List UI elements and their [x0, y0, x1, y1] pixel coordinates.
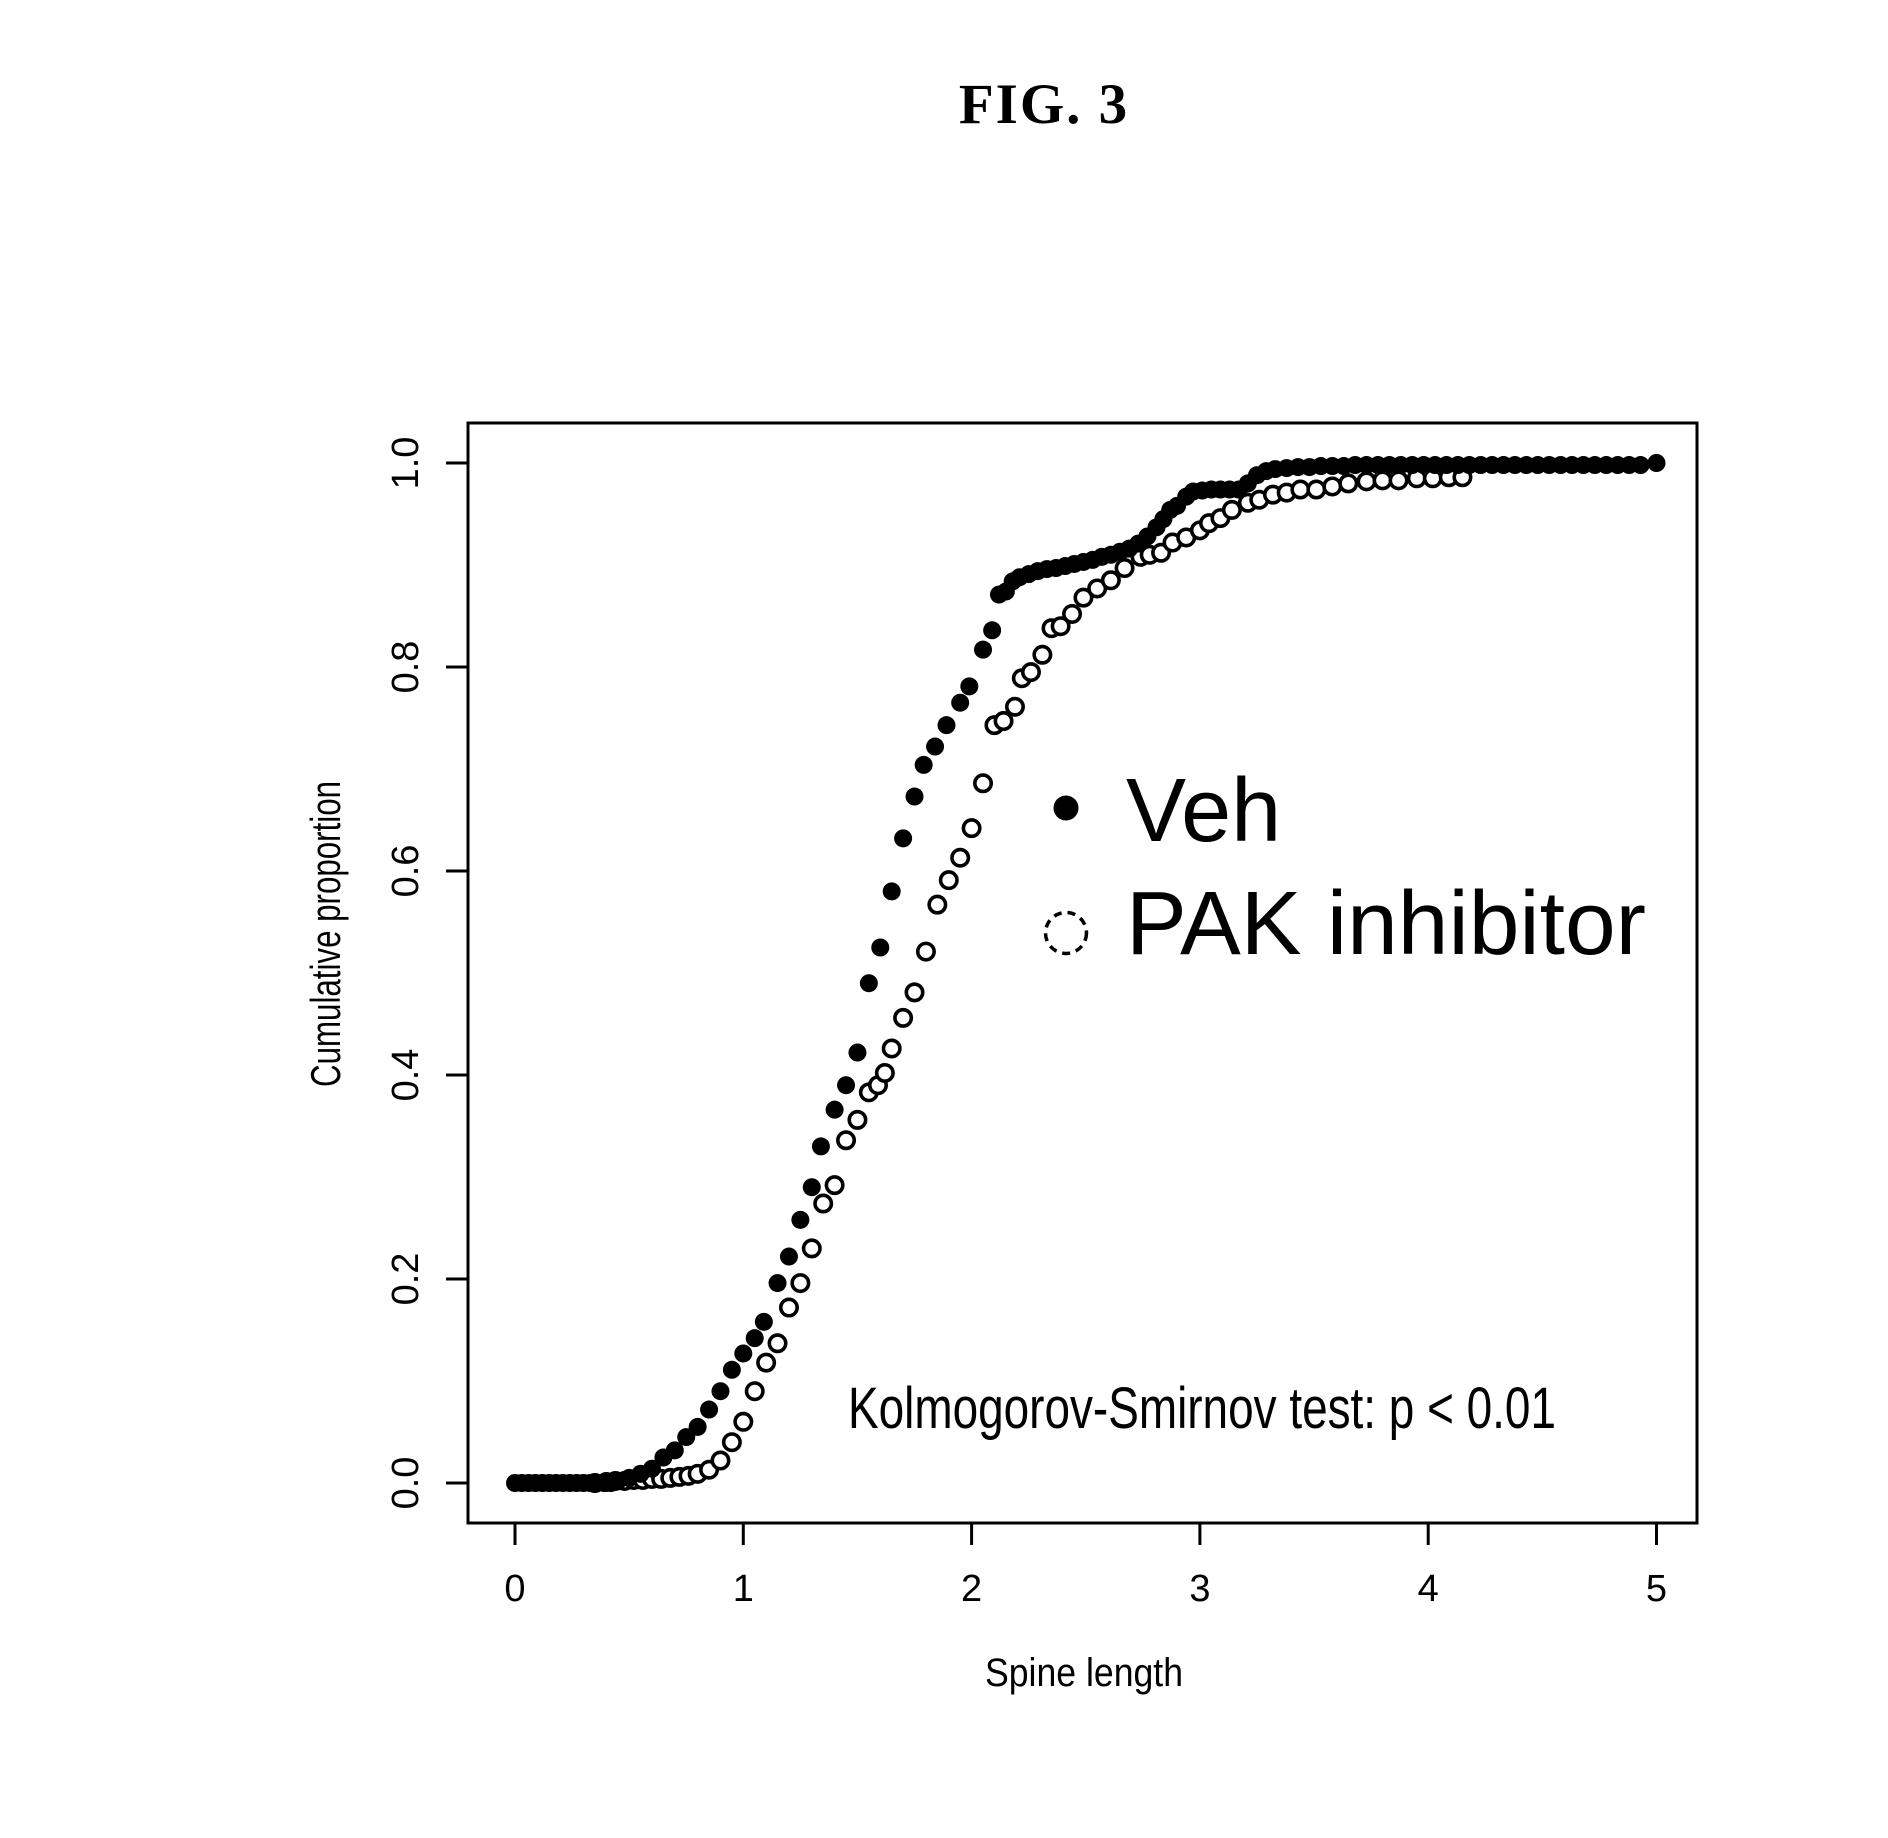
data-point-veh	[1647, 454, 1666, 472]
data-point-veh	[859, 974, 878, 993]
x-axis-tick-label: 4	[1418, 1568, 1439, 1610]
data-point-pak-inhibitor	[813, 1193, 834, 1214]
y-axis-tick-label: 0.2	[385, 1253, 427, 1306]
data-point-veh	[768, 1274, 787, 1293]
data-point-pak-inhibitor	[733, 1411, 754, 1432]
data-point-pak-inhibitor	[1322, 476, 1343, 497]
data-point-pak-inhibitor	[893, 1007, 914, 1028]
data-point-pak-inhibitor	[1356, 471, 1377, 492]
x-axis-tick-label: 3	[1189, 1568, 1210, 1610]
legend-marker-pak-inhibitor-open-circle-icon	[1043, 910, 1089, 956]
data-point-pak-inhibitor	[756, 1352, 777, 1373]
series-pak-inhibitor	[584, 467, 1473, 1494]
data-point-veh	[871, 938, 890, 957]
data-point-pak-inhibitor	[847, 1109, 868, 1130]
data-point-pak-inhibitor	[801, 1238, 822, 1259]
data-point-pak-inhibitor	[767, 1333, 788, 1354]
data-point-veh	[745, 1329, 764, 1348]
data-point-pak-inhibitor	[904, 982, 925, 1003]
data-point-veh	[802, 1178, 821, 1197]
x-axis-tick-label: 5	[1646, 1568, 1667, 1610]
data-point-veh	[848, 1043, 867, 1062]
data-point-pak-inhibitor	[1004, 696, 1025, 717]
data-point-veh	[894, 829, 913, 848]
data-point-pak-inhibitor	[824, 1175, 845, 1196]
data-point-pak-inhibitor	[950, 847, 971, 868]
ks-test-annotation: Kolmogorov-Smirnov test: p < 0.01	[848, 1376, 1556, 1441]
data-point-pak-inhibitor	[1100, 570, 1121, 591]
data-point-veh	[1631, 456, 1650, 475]
data-point-pak-inhibitor	[915, 941, 936, 962]
x-axis-title: Spine length	[985, 1651, 1183, 1695]
data-point-veh	[983, 621, 1002, 640]
data-point-pak-inhibitor	[1073, 587, 1094, 608]
data-point-veh	[754, 1312, 773, 1331]
data-point-veh	[688, 1417, 707, 1436]
data-point-veh	[837, 1076, 856, 1095]
data-point-pak-inhibitor	[836, 1130, 857, 1151]
data-point-veh	[974, 640, 993, 659]
data-point-veh	[811, 1137, 830, 1156]
y-axis-tick-label: 0.6	[385, 845, 427, 898]
data-point-pak-inhibitor	[1114, 558, 1135, 579]
data-point-pak-inhibitor	[927, 894, 948, 915]
y-axis-tick-label: 0.8	[385, 641, 427, 694]
data-point-veh	[642, 1459, 661, 1478]
x-axis-tick-label: 1	[733, 1568, 754, 1610]
legend-label-pak-inhibitor: PAK inhibitor	[1126, 874, 1646, 974]
data-point-pak-inhibitor	[993, 711, 1014, 732]
data-point-pak-inhibitor	[938, 870, 959, 891]
data-point-pak-inhibitor	[790, 1273, 811, 1294]
data-point-veh	[700, 1400, 719, 1419]
data-point-pak-inhibitor	[1050, 616, 1071, 637]
figure-label: FIG. 3	[958, 73, 1130, 136]
data-point-veh	[905, 787, 924, 806]
data-point-pak-inhibitor	[961, 818, 982, 839]
data-point-pak-inhibitor	[721, 1432, 742, 1453]
data-point-veh	[722, 1360, 741, 1379]
data-point-pak-inhibitor	[710, 1450, 731, 1471]
data-point-pak-inhibitor	[1290, 479, 1311, 500]
data-point-pak-inhibitor	[1032, 644, 1053, 665]
data-point-veh	[882, 882, 901, 901]
data-point-pak-inhibitor	[874, 1062, 895, 1083]
data-point-pak-inhibitor	[1221, 499, 1242, 520]
data-point-pak-inhibitor	[744, 1381, 765, 1402]
y-axis-title: Cumulative proportion	[302, 781, 349, 1087]
x-axis-tick-label: 0	[504, 1568, 525, 1610]
legend-marker-veh-filled-circle-icon	[1053, 795, 1079, 821]
legend: Veh PAK inhibitor	[1043, 761, 1646, 974]
data-point-veh	[960, 677, 979, 696]
y-axis-tick-label: 0.0	[385, 1457, 427, 1510]
data-point-pak-inhibitor	[1388, 470, 1409, 491]
data-point-veh	[951, 693, 970, 712]
data-point-veh	[711, 1382, 730, 1401]
data-point-veh	[734, 1344, 753, 1363]
data-point-pak-inhibitor	[1020, 662, 1041, 683]
data-point-veh	[914, 755, 933, 774]
data-point-pak-inhibitor	[973, 773, 994, 794]
data-point-veh	[825, 1100, 844, 1119]
plot-frame	[466, 421, 1699, 1525]
data-point-pak-inhibitor	[881, 1038, 902, 1059]
data-point-pak-inhibitor	[1062, 603, 1083, 624]
data-point-veh	[665, 1441, 684, 1460]
data-point-pak-inhibitor	[1306, 479, 1327, 500]
y-axis-tick-label: 0.4	[385, 1049, 427, 1102]
data-point-pak-inhibitor	[778, 1297, 799, 1318]
data-point-veh	[779, 1247, 798, 1266]
data-point-veh	[926, 737, 945, 756]
data-point-pak-inhibitor	[1338, 473, 1359, 494]
legend-label-veh: Veh	[1126, 761, 1281, 861]
series-veh	[506, 454, 1666, 1492]
y-axis-tick-label: 1.0	[385, 437, 427, 490]
data-point-veh	[791, 1210, 810, 1229]
data-point-pak-inhibitor	[1372, 470, 1393, 491]
x-axis-tick-label: 2	[961, 1568, 982, 1610]
data-point-veh	[937, 716, 956, 735]
